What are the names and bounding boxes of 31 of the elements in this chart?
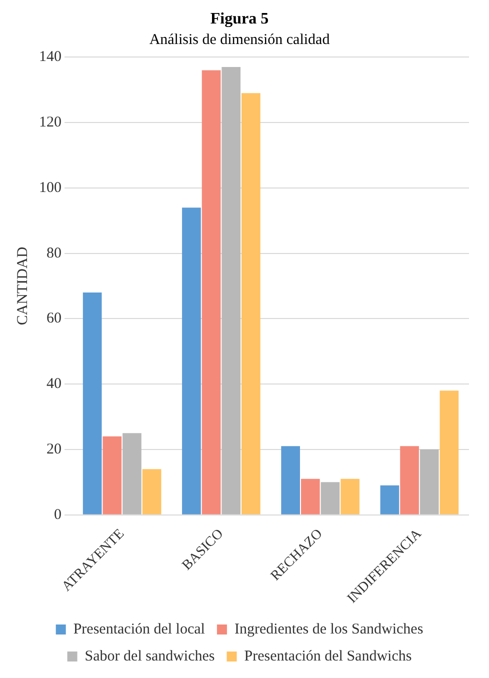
y-tick-label: 40 (46, 376, 62, 392)
bar (102, 436, 122, 514)
bar (82, 292, 102, 514)
bar (420, 449, 439, 514)
legend-label: Presentación del Sandwichs (244, 648, 412, 664)
y-tick-label: 0 (54, 506, 62, 523)
legend-label: Presentación del local (73, 621, 205, 638)
y-axis-title: CANTIDAD (14, 246, 31, 326)
bar (300, 478, 320, 514)
bar (380, 485, 400, 514)
bar (222, 67, 241, 514)
y-tick-label: 20 (46, 441, 62, 458)
bar (182, 208, 201, 514)
y-tick-label: 140 (39, 49, 62, 66)
y-tick-label: 120 (39, 114, 62, 131)
bar (440, 390, 459, 514)
y-tick-label: 100 (39, 180, 62, 196)
legend-label: Sabor del sandwiches (84, 648, 215, 664)
y-tick-label: 80 (46, 245, 62, 262)
bar (142, 469, 162, 514)
y-tick-label: 60 (46, 310, 62, 327)
bar (242, 93, 260, 514)
bar (400, 446, 419, 514)
bar (122, 433, 142, 514)
legend-label: Ingredientes de los Sandwiches (234, 621, 424, 638)
chart-title: Figura 5 (210, 10, 269, 28)
bar (340, 478, 360, 514)
chart-subtitle: Análisis de dimensión calidad (149, 32, 330, 48)
bar (202, 70, 221, 514)
bar (281, 446, 300, 514)
bar (320, 482, 340, 514)
